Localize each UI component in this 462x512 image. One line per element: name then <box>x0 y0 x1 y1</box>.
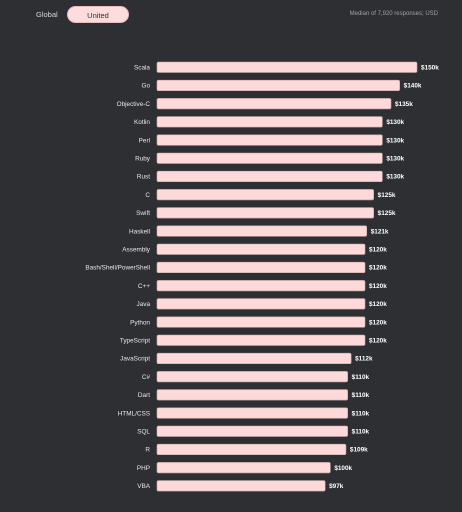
category-label: Swift <box>136 210 150 217</box>
bar-javascript[interactable] <box>156 352 352 365</box>
category-label: Dart <box>138 392 150 399</box>
bar-haskell[interactable] <box>156 225 368 237</box>
bar-html-css[interactable] <box>156 407 348 419</box>
value-label: $110k <box>352 374 370 381</box>
category-label: C# <box>142 374 151 381</box>
value-label: $120k <box>369 337 387 344</box>
value-label: $130k <box>386 155 404 162</box>
category-label: Scala <box>134 64 150 71</box>
category-label: PHP <box>137 465 150 472</box>
bar-sql[interactable] <box>156 425 348 437</box>
tab-global[interactable]: Global <box>36 10 58 19</box>
category-label: Perl <box>139 137 150 144</box>
bar-scala[interactable] <box>156 61 418 73</box>
bar-vba[interactable] <box>156 480 326 492</box>
value-label: $121k <box>371 228 389 235</box>
category-label: Ruby <box>135 155 151 162</box>
bar-go[interactable] <box>156 79 400 91</box>
category-label: R <box>145 447 150 454</box>
category-label: VBA <box>137 483 151 490</box>
bar-kotlin[interactable] <box>156 116 383 128</box>
value-label: $135k <box>395 101 413 108</box>
category-label: Java <box>137 301 151 308</box>
category-label: Python <box>130 319 150 326</box>
value-label: $120k <box>369 319 387 326</box>
value-label: $109k <box>350 447 368 454</box>
value-label: $110k <box>352 392 370 399</box>
category-label: Rust <box>137 174 150 181</box>
category-label: C++ <box>138 283 150 290</box>
value-label: $140k <box>404 83 422 90</box>
value-label: $130k <box>386 174 404 181</box>
value-label: $125k <box>378 192 396 199</box>
top-bar: Global United States Median of 7,920 res… <box>0 0 462 37</box>
value-label: $150k <box>421 64 439 71</box>
bar-dart[interactable] <box>156 389 348 401</box>
bar-typescript[interactable] <box>156 334 366 346</box>
category-label: Go <box>141 83 150 90</box>
category-label: Bash/Shell/PowerShell <box>85 265 150 272</box>
bar-ruby[interactable] <box>156 152 383 164</box>
bar-bash-shell-powershell[interactable] <box>156 261 366 274</box>
bar-c-[interactable] <box>156 371 348 383</box>
bar-php[interactable] <box>156 462 331 474</box>
bar-r[interactable] <box>156 443 347 456</box>
value-label: $130k <box>386 119 404 126</box>
category-label: Objective-C <box>117 101 151 108</box>
value-label: $112k <box>355 356 373 363</box>
bar-perl[interactable] <box>156 134 383 146</box>
category-label: C <box>145 192 150 199</box>
value-label: $130k <box>386 137 404 144</box>
category-label: Kotlin <box>134 119 150 126</box>
value-label: $120k <box>369 246 387 253</box>
bar-swift[interactable] <box>156 207 374 219</box>
value-label: $120k <box>369 301 387 308</box>
chart-subtitle: Median of 7,920 responses; USD <box>349 11 438 17</box>
value-label: $100k <box>334 465 352 472</box>
category-label: Haskell <box>129 228 150 235</box>
category-label: SQL <box>137 428 150 435</box>
bar-c[interactable] <box>156 189 374 201</box>
value-label: $125k <box>378 210 396 217</box>
value-label: $97k <box>329 483 344 490</box>
bar-c-[interactable] <box>156 280 366 292</box>
bar-assembly[interactable] <box>156 243 366 255</box>
value-label: $120k <box>369 265 387 272</box>
bar-objective-c[interactable] <box>156 98 392 110</box>
value-label: $120k <box>369 283 387 290</box>
bar-java[interactable] <box>156 298 366 310</box>
value-label: $110k <box>352 428 370 435</box>
category-label: Assembly <box>122 246 151 253</box>
category-label: JavaScript <box>120 356 150 363</box>
category-label: HTML/CSS <box>118 410 150 417</box>
category-label: TypeScript <box>120 337 150 344</box>
value-label: $110k <box>352 410 370 417</box>
bar-rust[interactable] <box>156 170 383 182</box>
tab-united-states[interactable]: United States <box>67 6 129 37</box>
bar-python[interactable] <box>156 316 366 328</box>
